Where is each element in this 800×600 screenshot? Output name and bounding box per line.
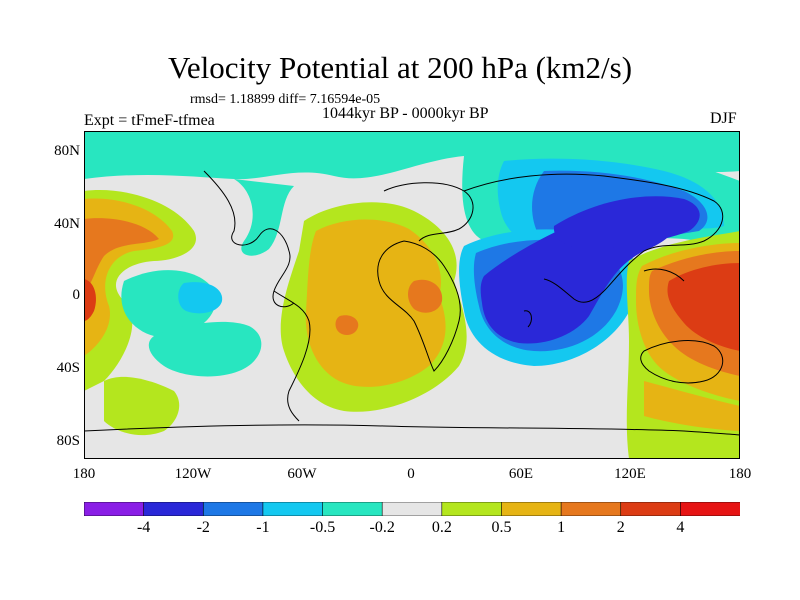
- colorbar-swatch: [560, 502, 622, 516]
- colorbar-label: -0.2: [369, 519, 395, 536]
- colorbar-label: 2: [616, 519, 625, 536]
- southern-gold-zone: [644, 381, 740, 431]
- south-pacific-yellow: [104, 376, 180, 436]
- y-tick-label: 40N: [54, 216, 80, 232]
- colorbar-label: -0.5: [309, 519, 336, 536]
- colorbar-label: 1: [557, 519, 566, 536]
- arctic-teal-zone: [84, 131, 740, 180]
- west-pacific-red-core: [667, 263, 740, 351]
- x-tick-label: 120W: [174, 466, 212, 482]
- y-tick-label: 80S: [56, 433, 80, 449]
- colorbar-swatch: [143, 502, 205, 516]
- y-tick-label: 40S: [56, 360, 80, 376]
- colorbar-swatch: [501, 502, 562, 516]
- colorbar-swatch: [84, 502, 145, 516]
- colorbar-swatch: [262, 502, 324, 516]
- colorbar-label: 0.5: [491, 519, 512, 536]
- pacific-orange-zone: [84, 218, 159, 291]
- east-pacific-cyan: [178, 282, 223, 314]
- africa-orange-spot: [408, 279, 443, 313]
- north-atlantic-teal: [234, 179, 294, 256]
- colorbar-swatch: [381, 502, 443, 516]
- x-tick-label: 180: [728, 466, 752, 482]
- map-title: Velocity Potential at 200 hPa (km2/s): [167, 50, 633, 85]
- colorbar-label: -4: [136, 519, 151, 536]
- coastlines: [84, 170, 740, 436]
- x-tick-label: 180: [72, 466, 96, 482]
- atlantic-gold-zone: [305, 219, 446, 387]
- indian-ocean-deep-blue-north: [553, 196, 700, 250]
- velocity-potential-map: [84, 131, 740, 459]
- pacific-red-spot: [84, 279, 96, 321]
- colorbar-swatch: [680, 502, 740, 516]
- south-atlantic-orange-spot: [335, 315, 359, 335]
- colorbar-swatch: [620, 502, 682, 516]
- season-label: DJF: [710, 110, 737, 127]
- x-tick-label: 60E: [508, 466, 534, 482]
- y-tick-label: 80N: [54, 143, 80, 159]
- y-tick-label: 0: [72, 287, 81, 303]
- x-tick-label: 60W: [287, 466, 317, 482]
- x-tick-label: 0: [407, 466, 415, 482]
- colorbar-label: 0.2: [431, 519, 452, 536]
- colorbar-label: -1: [256, 519, 270, 536]
- south-pacific-teal: [148, 321, 262, 377]
- colorbar: [84, 502, 740, 516]
- period-label: 1044kyr BP - 0000kyr BP: [322, 105, 489, 122]
- experiment-label: Expt = tFmeF-tfmea: [84, 112, 215, 129]
- colorbar-label: 4: [676, 519, 685, 536]
- stats-text: rmsd= 1.18899 diff= 7.16594e-05: [190, 92, 381, 107]
- colorbar-swatch: [441, 502, 503, 516]
- colorbar-label: -2: [196, 519, 210, 536]
- x-tick-label: 120E: [614, 466, 646, 482]
- colorbar-swatch: [322, 502, 383, 516]
- colorbar-swatch: [202, 502, 264, 516]
